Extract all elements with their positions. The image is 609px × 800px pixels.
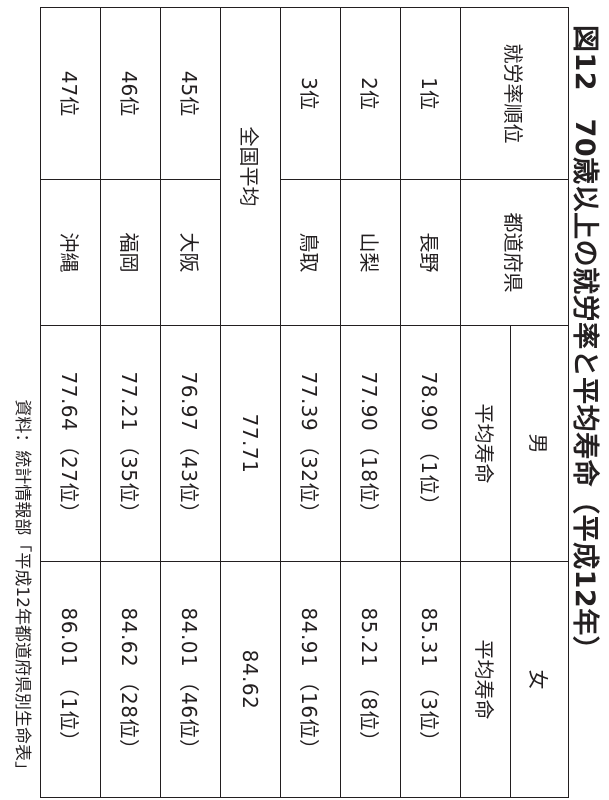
rank-cell: 1位 [400,7,461,180]
male-cell: 78.90 （1位） [400,325,461,562]
header-male: 男 [510,325,569,562]
male-rank: （35位） [117,435,141,524]
male-value: 77.64 [57,371,81,432]
female-cell: 85.21 （8位） [340,561,401,798]
male-rank: （27位） [57,435,81,524]
female-rank: （46位） [177,671,201,760]
female-value: 84.01 [177,607,201,668]
female-value: 85.31 [417,607,441,668]
table-row: 45位 大阪 76.97 （43位） 84.01 （46位） [160,7,221,798]
female-cell: 84.91 （16位） [280,561,341,798]
female-value: 85.21 [357,607,381,668]
prefecture-cell: 長野 [400,179,461,326]
header-prefecture: 都道府県 [460,179,569,326]
life-expectancy-table: 就労率順位 都道府県 男 女 平均寿命 平均寿命 1位 長野 78.90 （1位）… [40,7,569,798]
rank-cell: 47位 [40,7,101,180]
header-male-life-expectancy: 平均寿命 [460,325,511,562]
male-value: 76.97 [177,371,201,432]
male-value: 77.39 [297,371,321,432]
table-row: 46位 福岡 77.21 （35位） 84.62 （28位） [100,7,161,798]
male-rank: （43位） [177,435,201,524]
female-cell: 85.31 （3位） [400,561,461,798]
national-average-row: 全国平均 77.71 84.62 [220,7,281,798]
male-cell: 77.39 （32位） [280,325,341,562]
prefecture-cell: 鳥取 [280,179,341,326]
rank-cell: 45位 [160,7,221,180]
header-row: 就労率順位 都道府県 男 女 [460,7,569,798]
header-female: 女 [510,561,569,798]
national-average-male: 77.71 [220,325,281,562]
female-rank: （16位） [297,671,321,760]
female-rank: （28位） [117,671,141,760]
male-value: 77.90 [357,371,381,432]
prefecture-cell: 山梨 [340,179,401,326]
header-rank: 就労率順位 [460,7,569,180]
male-value: 78.90 [417,371,441,432]
prefecture-cell: 福岡 [100,179,161,326]
male-cell: 77.64 （27位） [40,325,101,562]
female-value: 86.01 [57,607,81,668]
source-note: 資料：統計情報部「平成12年都道府県別生命表」 [12,399,32,778]
male-cell: 77.21 （35位） [100,325,161,562]
female-cell: 84.62 （28位） [100,561,161,798]
rank-cell: 2位 [340,7,401,180]
table-row: 2位 山梨 77.90 （18位） 85.21 （8位） [340,7,401,798]
prefecture-cell: 沖縄 [40,179,101,326]
national-average-label: 全国平均 [220,7,281,326]
female-rank: （3位） [417,676,441,752]
table-row: 3位 鳥取 77.39 （32位） 84.91 （16位） [280,7,341,798]
male-rank: （32位） [297,435,321,524]
female-cell: 84.01 （46位） [160,561,221,798]
male-cell: 77.90 （18位） [340,325,401,562]
table-row: 47位 沖縄 77.64 （27位） 86.01 （1位） [40,7,101,798]
male-rank: （1位） [417,440,441,516]
figure-title: 図12 70歳以上の就労率と平均寿命（平成12年） [569,25,600,664]
national-average-female: 84.62 [220,561,281,798]
table-row: 1位 長野 78.90 （1位） 85.31 （3位） [400,7,461,798]
rank-cell: 46位 [100,7,161,180]
female-value: 84.62 [117,607,141,668]
male-rank: （18位） [357,435,381,524]
prefecture-cell: 大阪 [160,179,221,326]
male-cell: 76.97 （43位） [160,325,221,562]
rank-cell: 3位 [280,7,341,180]
female-rank: （1位） [57,676,81,752]
female-value: 84.91 [297,607,321,668]
male-value: 77.21 [117,371,141,432]
female-cell: 86.01 （1位） [40,561,101,798]
female-rank: （8位） [357,676,381,752]
header-female-life-expectancy: 平均寿命 [460,561,511,798]
